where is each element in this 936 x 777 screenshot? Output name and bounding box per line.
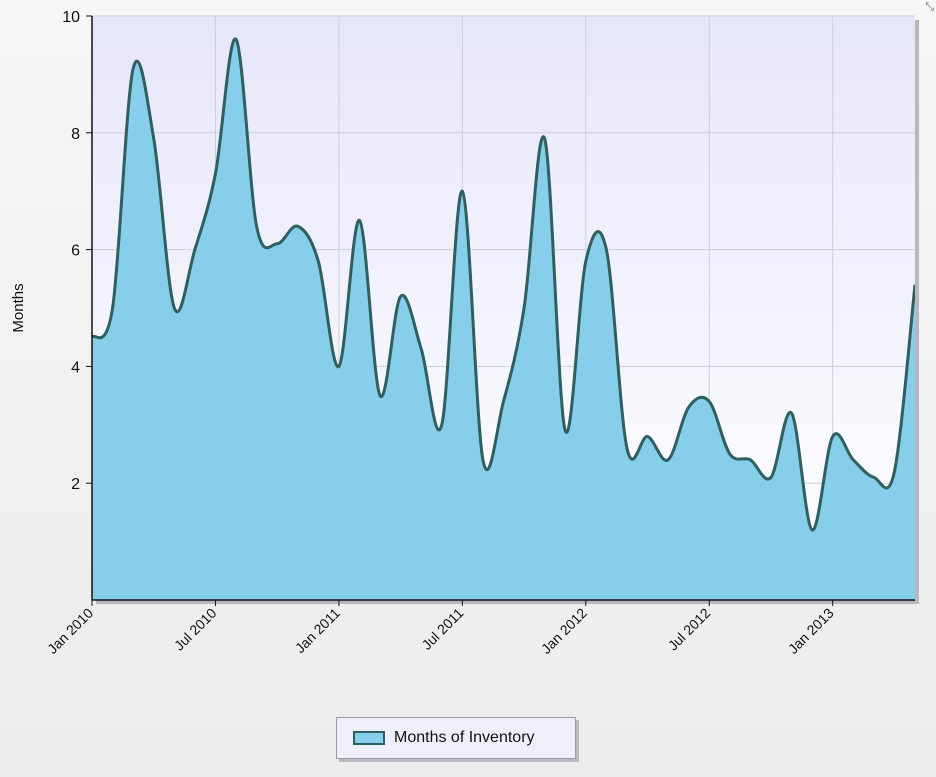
x-tick-label: Jan 2013 xyxy=(785,605,837,657)
x-tick-label: Jan 2011 xyxy=(292,605,343,656)
legend-swatch xyxy=(353,731,385,745)
y-tick-label: 6 xyxy=(71,243,80,260)
legend-label: Months of Inventory xyxy=(394,729,535,746)
y-tick-label: 4 xyxy=(71,359,80,376)
y-axis-title: Months xyxy=(10,283,27,332)
x-tick-label: Jul 2012 xyxy=(665,605,714,654)
x-tick-label: Jul 2010 xyxy=(171,605,220,654)
x-tick-label: Jan 2010 xyxy=(44,605,96,657)
y-tick-label: 10 xyxy=(62,9,80,26)
x-tick-label: Jan 2012 xyxy=(538,605,590,657)
series-area-months-of-inventory xyxy=(92,38,915,600)
series-line-months-of-inventory xyxy=(92,37,915,532)
chart-legend: Months of Inventory xyxy=(336,717,576,759)
x-tick-label: Jul 2011 xyxy=(418,605,466,653)
y-tick-label: 2 xyxy=(71,476,80,493)
resize-grip-icon[interactable]: ⤡ xyxy=(925,0,934,13)
y-tick-label: 8 xyxy=(71,126,80,143)
